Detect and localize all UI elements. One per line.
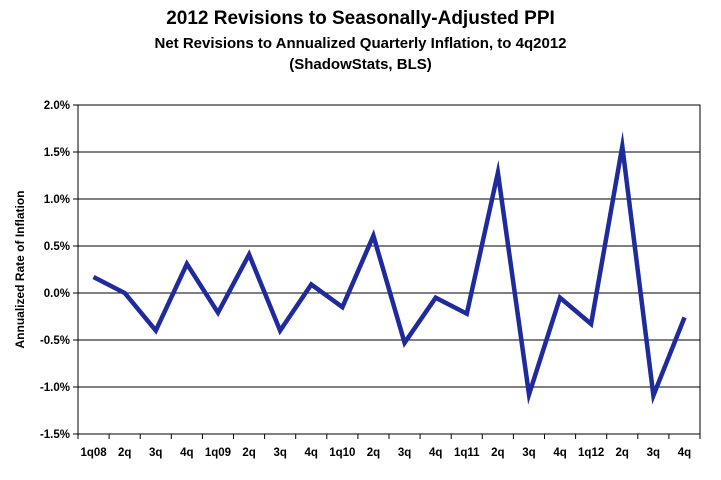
x-tick-label: 4q (305, 447, 318, 459)
y-tick-label: 2.0% (44, 100, 70, 112)
y-tick-label: 0.0% (44, 288, 70, 300)
series-layer (92, 131, 687, 405)
x-tick-label: 3q (398, 447, 411, 459)
chart-title: 2012 Revisions to Seasonally-Adjusted PP… (166, 8, 555, 29)
x-tick-label: 4q (678, 447, 691, 459)
x-axis-ticks: 1q08 2q 3q 4q 1q09 2q 3q 4q 1q10 2q 3q 4q 1q11 2q 3q 4q… (77, 434, 701, 459)
y-axis-ticks: 2.0% 1.5% 1.0% 0.5% 0.0% -0.5% -1.0% -1.5% (40, 100, 78, 441)
x-tick-label: 3q (149, 447, 162, 459)
y-tick-label: 1.0% (44, 194, 70, 206)
y-tick-label: 0.5% (44, 241, 70, 253)
y-tick-label: 1.5% (44, 147, 70, 159)
x-tick-label: 1q08 (80, 447, 107, 459)
x-tick-label: 3q (522, 447, 535, 459)
x-tick-label: 3q (647, 447, 660, 459)
x-tick-label: 1q09 (205, 447, 231, 459)
x-tick-label: 4q (553, 447, 566, 459)
y-tick-label: -0.5% (40, 335, 70, 347)
chart-source: (ShadowStats, BLS) (289, 56, 432, 73)
x-tick-label: 1q10 (329, 447, 355, 459)
x-tick-label: 4q (429, 447, 442, 459)
series-line (92, 131, 687, 405)
x-tick-label: 2q (616, 447, 629, 459)
x-tick-label: 2q (242, 447, 255, 459)
x-tick-label: 1q11 (454, 447, 480, 459)
x-tick-label: 2q (367, 447, 380, 459)
x-tick-label: 1q12 (578, 447, 604, 459)
y-axis-label: Annualized Rate of Inflation (13, 191, 27, 349)
x-tick-label: 2q (118, 447, 131, 459)
y-tick-label: -1.0% (40, 382, 70, 394)
x-tick-label: 3q (273, 447, 286, 459)
plot-frame (77, 104, 701, 435)
x-tick-label: 4q (180, 447, 193, 459)
y-tick-label: -1.5% (40, 429, 70, 441)
chart-subtitle: Net Revisions to Annualized Quarterly In… (154, 35, 567, 52)
x-tick-label: 2q (491, 447, 504, 459)
grid-layer (78, 151, 700, 388)
